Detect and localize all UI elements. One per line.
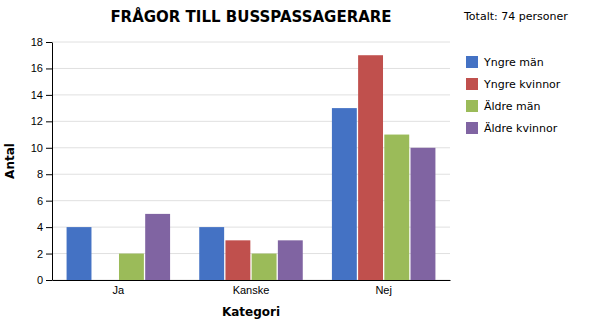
legend: Yngre män Yngre kvinnor Äldre män Äldre kvi… xyxy=(466,56,561,135)
bar xyxy=(67,227,92,280)
y-tick-mark xyxy=(46,201,52,202)
legend-label: Äldre kvinnor xyxy=(484,122,558,135)
grid-line xyxy=(52,42,450,43)
x-axis: Ja Kanske Nej xyxy=(53,281,451,296)
legend-label: Yngre kvinnor xyxy=(483,78,561,91)
y-tick-label: 2 xyxy=(37,248,43,260)
y-tick: 14 xyxy=(31,89,52,101)
y-tick-mark xyxy=(46,68,52,69)
legend-label: Yngre män xyxy=(483,56,544,69)
y-tick-label: 0 xyxy=(37,274,43,286)
bar xyxy=(384,135,409,280)
bar xyxy=(93,280,118,281)
y-tick-mark xyxy=(46,95,52,96)
chart: 0 2 4 6 8 10 12 14 16 18 Ja Kanske Nej Kategori Antal F… xyxy=(0,0,605,324)
legend-item: Yngre kvinnor xyxy=(466,78,561,91)
y-tick-label: 16 xyxy=(31,62,43,74)
bar xyxy=(358,55,383,280)
title: FRÅGOR TILL BUSSPASSAGERARE xyxy=(110,7,391,26)
y-tick: 16 xyxy=(31,62,52,74)
x-tick: Ja xyxy=(113,284,126,296)
bar xyxy=(252,254,277,280)
y-tick: 2 xyxy=(37,248,52,260)
y-axis-title: Antal xyxy=(3,143,17,179)
y-tick: 4 xyxy=(37,221,52,233)
y-tick-mark xyxy=(46,254,52,255)
legend-item: Yngre män xyxy=(466,56,544,69)
y-tick-label: 8 xyxy=(37,168,43,180)
y-tick-mark xyxy=(46,227,52,228)
y-tick: 12 xyxy=(31,115,52,127)
legend-swatch xyxy=(466,122,478,134)
bar-series xyxy=(119,135,409,280)
bar xyxy=(119,254,144,280)
y-tick: 8 xyxy=(37,168,52,180)
bars xyxy=(67,55,436,280)
y-tick-label: 12 xyxy=(31,115,43,127)
x-tick: Kanske xyxy=(233,284,270,296)
bar xyxy=(145,214,170,280)
bar xyxy=(225,240,250,280)
y-tick-label: 10 xyxy=(31,142,43,154)
bar xyxy=(411,148,436,280)
legend-item: Äldre män xyxy=(466,100,541,113)
legend-swatch xyxy=(466,100,478,112)
x-axis-line xyxy=(53,280,451,281)
bar-series xyxy=(145,148,435,280)
y-tick-label: 18 xyxy=(31,36,43,48)
legend-label: Äldre män xyxy=(484,100,541,113)
y-axis-line xyxy=(52,43,53,281)
subtitle: Totalt: 74 personer xyxy=(463,10,568,23)
grid-line xyxy=(52,68,450,69)
grid xyxy=(52,42,450,280)
legend-swatch xyxy=(466,56,478,68)
x-tick: Nej xyxy=(375,284,392,296)
legend-swatch xyxy=(466,78,478,90)
x-tick-label: Nej xyxy=(375,284,392,296)
y-tick-label: 14 xyxy=(31,89,43,101)
y-tick: 10 xyxy=(31,142,52,154)
bar-series xyxy=(225,55,383,280)
grid-line xyxy=(52,121,450,122)
legend-item: Äldre kvinnor xyxy=(466,122,558,135)
x-tick-label: Kanske xyxy=(233,284,270,296)
y-tick: 18 xyxy=(31,36,52,48)
bar xyxy=(199,227,224,280)
y-tick-mark xyxy=(46,148,52,149)
y-tick-mark xyxy=(46,42,52,43)
y-tick: 0 xyxy=(37,274,52,286)
bar xyxy=(278,240,303,280)
y-tick-mark xyxy=(46,174,52,175)
bar xyxy=(332,108,357,280)
y-tick-label: 6 xyxy=(37,195,43,207)
y-axis: 0 2 4 6 8 10 12 14 16 18 xyxy=(31,36,53,286)
y-tick-mark xyxy=(46,280,52,281)
bar-series xyxy=(67,108,357,280)
x-tick-label: Ja xyxy=(113,284,126,296)
y-tick-mark xyxy=(46,121,52,122)
grid-line xyxy=(52,94,450,95)
y-tick: 6 xyxy=(37,195,52,207)
plot: 0 2 4 6 8 10 12 14 16 18 Ja Kanske Nej xyxy=(31,36,451,296)
y-tick-label: 4 xyxy=(37,221,43,233)
x-axis-title: Kategori xyxy=(222,305,280,319)
